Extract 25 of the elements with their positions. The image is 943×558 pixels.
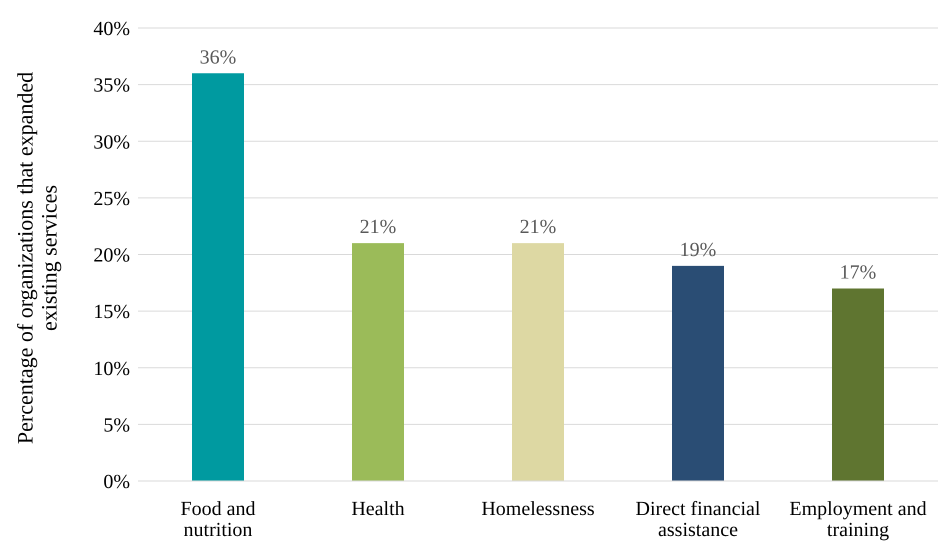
y-tick-label: 15%	[93, 301, 130, 324]
x-tick-label: Direct financial assistance	[636, 498, 761, 541]
data-label: 19%	[680, 238, 716, 261]
y-tick-label: 35%	[93, 74, 130, 97]
bar	[192, 73, 244, 481]
y-tick-label: 30%	[93, 131, 130, 154]
y-tick-label: 10%	[93, 358, 130, 380]
x-tick-label: Homelessness	[481, 498, 595, 520]
data-label: 21%	[360, 216, 396, 238]
y-tick-label: 0%	[103, 471, 130, 494]
bar	[352, 243, 404, 481]
y-tick-label: 40%	[93, 18, 130, 40]
bar	[672, 266, 724, 481]
data-label: 36%	[200, 46, 236, 68]
x-tick-label: Employment and training	[789, 498, 927, 541]
y-tick-label: 20%	[93, 244, 130, 267]
y-axis-title: Percentage of organizations that expanded existing services	[12, 72, 62, 444]
y-tick-label: 5%	[103, 414, 130, 436]
bar	[512, 243, 564, 481]
x-tick-label: Health	[351, 498, 405, 520]
bar	[832, 288, 884, 481]
x-tick-label: Food and nutrition	[180, 498, 256, 541]
data-label: 21%	[520, 216, 556, 238]
data-label: 17%	[840, 261, 876, 284]
y-tick-label: 25%	[93, 188, 130, 210]
